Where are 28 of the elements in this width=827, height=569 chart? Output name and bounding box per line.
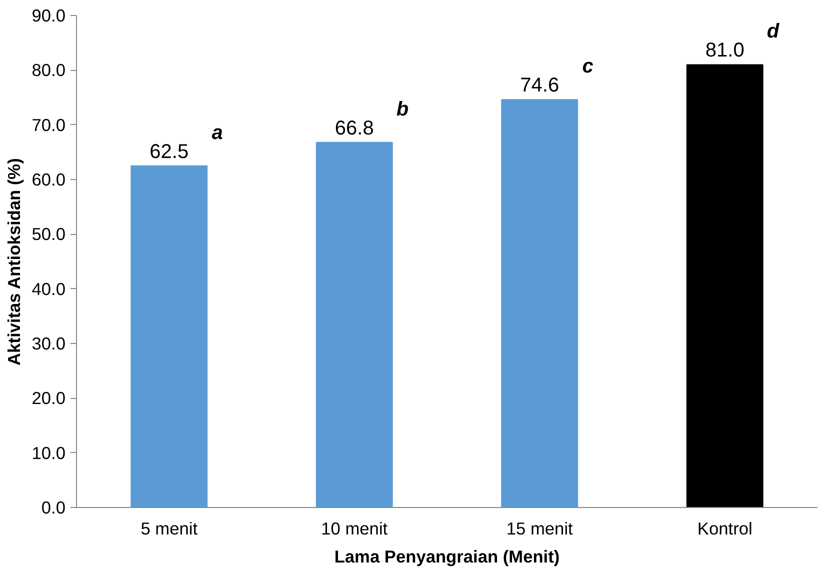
annotation: c xyxy=(582,56,594,78)
annotation: a xyxy=(212,122,223,144)
x-tick-label: 15 menit xyxy=(506,518,574,538)
y-tick-label: 60.0 xyxy=(32,170,66,190)
annotation: d xyxy=(766,20,780,43)
x-tick-label: Kontrol xyxy=(697,518,752,538)
y-axis-title: Aktivitas Antioksidan (%) xyxy=(4,158,24,366)
y-tick-label: 10.0 xyxy=(32,442,66,463)
x-tick-label: 10 menit xyxy=(321,518,388,538)
bar xyxy=(130,165,208,508)
y-tick-label: 40.0 xyxy=(32,278,66,299)
data-label: 66.8 xyxy=(334,117,374,140)
x-axis-title: Lama Penyangraian (Menit) xyxy=(334,546,560,566)
bar xyxy=(686,64,764,508)
data-label: 74.6 xyxy=(520,74,560,97)
y-tick-label: 70.0 xyxy=(32,114,66,135)
y-tick-label: 50.0 xyxy=(32,224,66,244)
data-label: 62.5 xyxy=(150,140,189,163)
y-tick-label: 80.0 xyxy=(32,60,66,80)
annotation: b xyxy=(396,98,409,120)
data-label: 81.0 xyxy=(705,40,744,62)
x-tick-label: 5 menit xyxy=(140,518,198,538)
bar xyxy=(501,99,578,508)
bar xyxy=(316,142,393,508)
y-tick-label: 20.0 xyxy=(32,388,66,408)
y-tick-label: 30.0 xyxy=(32,334,66,354)
y-tick-label: 90.0 xyxy=(32,6,66,26)
y-tick-label: 0.0 xyxy=(41,498,66,518)
